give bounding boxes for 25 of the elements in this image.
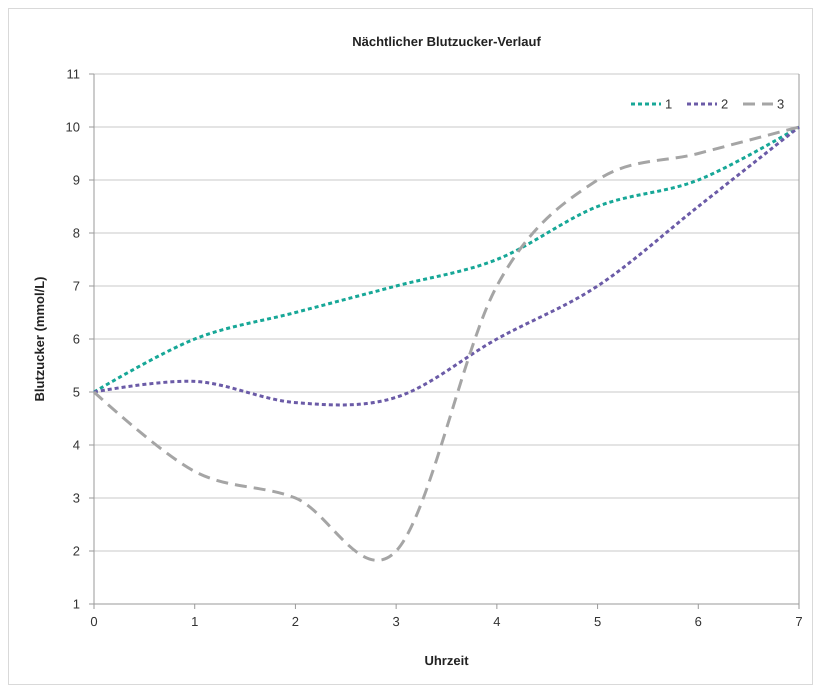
x-tick-label: 0	[90, 614, 98, 629]
x-tick-label: 2	[292, 614, 300, 629]
y-tick-label: 2	[72, 544, 80, 558]
x-axis-title: Uhrzeit	[424, 653, 470, 668]
y-tick-label: 5	[72, 384, 80, 400]
x-tick-label: 3	[392, 614, 400, 629]
y-tick-label: 1	[72, 596, 80, 612]
legend-label: 2	[721, 96, 728, 112]
y-axis-title: Blutzucker (mmol/L)	[32, 276, 47, 402]
y-tick-label: 3	[72, 490, 80, 506]
y-tick-label: 9	[72, 172, 80, 188]
legend-label: 3	[777, 96, 784, 112]
y-tick-label: 6	[72, 332, 80, 346]
chart-title: Nächtlicher Blutzucker-Verlauf	[352, 34, 542, 49]
y-tick-label: 11	[66, 66, 80, 82]
x-tick-label: 4	[493, 614, 500, 629]
x-tick-label: 5	[594, 614, 602, 629]
x-tick-label: 7	[795, 614, 803, 629]
x-tick-label: 1	[191, 614, 198, 629]
x-tick-label: 6	[694, 614, 702, 629]
y-tick-label: 10	[66, 120, 80, 134]
y-tick-label: 7	[72, 278, 80, 294]
y-tick-label: 4	[72, 438, 80, 452]
legend-label: 1	[665, 96, 672, 112]
y-tick-label: 8	[72, 226, 80, 240]
